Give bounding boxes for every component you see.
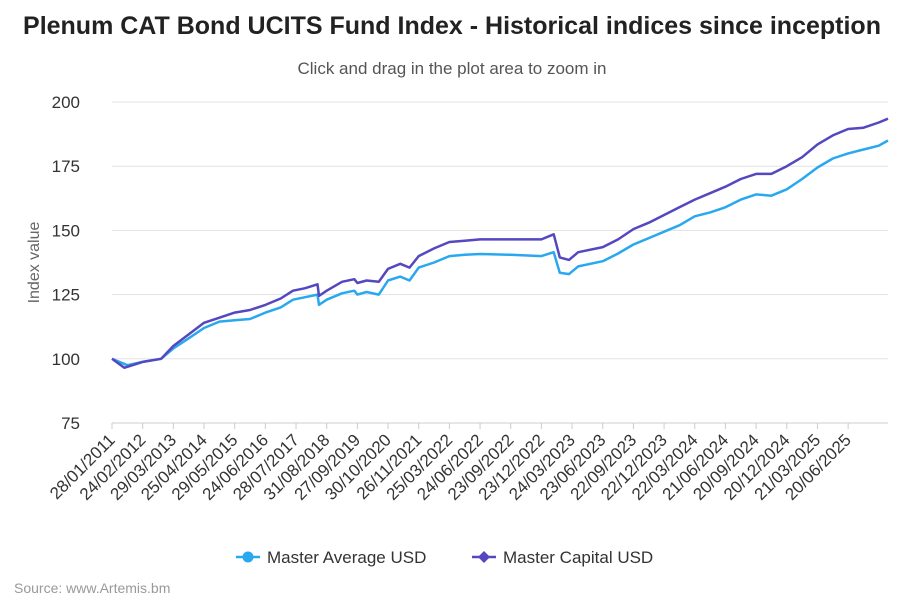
- x-axis: 28/01/201124/02/201229/03/201325/04/2014…: [46, 423, 855, 504]
- y-axis-title: Index value: [26, 221, 43, 303]
- legend-marker-circle: [242, 551, 254, 563]
- chart-subtitle: Click and drag in the plot area to zoom …: [297, 59, 607, 78]
- legend[interactable]: Master Average USD Master Capital USD: [236, 548, 653, 567]
- y-axis: 75 100 125 150 175 200 Index value: [26, 93, 80, 433]
- y-tick-label: 75: [61, 414, 80, 433]
- y-tick-label: 125: [52, 286, 80, 305]
- legend-item-master-average-usd[interactable]: Master Average USD: [236, 548, 426, 567]
- legend-label: Master Capital USD: [503, 548, 653, 567]
- series-lines[interactable]: [111, 117, 889, 370]
- legend-label: Master Average USD: [267, 548, 426, 567]
- y-tick-label: 100: [52, 350, 80, 369]
- source-credit: Source: www.Artemis.bm: [14, 580, 171, 596]
- series-line-master-capital-usd[interactable]: [111, 117, 889, 370]
- y-tick-label: 200: [52, 93, 80, 112]
- y-tick-label: 175: [52, 157, 80, 176]
- y-tick-label: 150: [52, 221, 80, 240]
- legend-marker-diamond: [478, 551, 490, 563]
- series-line-master-average-usd[interactable]: [111, 139, 889, 367]
- gridlines: [112, 101, 888, 424]
- chart-title: Plenum CAT Bond UCITS Fund Index - Histo…: [23, 12, 881, 40]
- legend-item-master-capital-usd[interactable]: Master Capital USD: [472, 548, 653, 567]
